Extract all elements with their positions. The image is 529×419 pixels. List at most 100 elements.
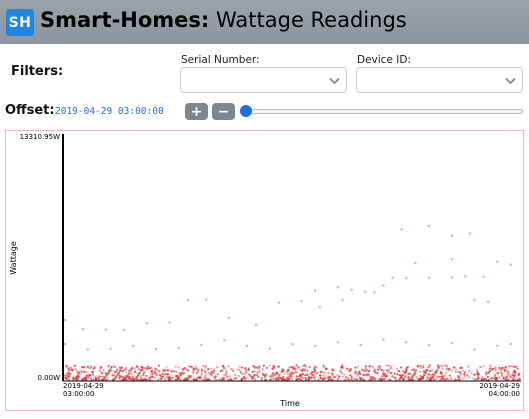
- data-point: [234, 377, 237, 380]
- data-point: [505, 367, 508, 370]
- data-point: [120, 375, 123, 378]
- data-point: [343, 373, 346, 376]
- data-point: [412, 368, 416, 371]
- data-point: [205, 365, 208, 368]
- data-point: [290, 371, 293, 374]
- data-point: [270, 375, 274, 378]
- data-point: [336, 286, 340, 289]
- data-point: [448, 367, 451, 370]
- device-id-select[interactable]: [356, 67, 523, 93]
- data-point: [292, 372, 295, 375]
- data-point: [504, 378, 507, 381]
- data-point: [485, 373, 488, 376]
- data-point: [450, 276, 453, 279]
- data-point: [487, 371, 490, 374]
- data-point: [122, 328, 126, 332]
- data-point: [102, 369, 105, 372]
- offset-minus-button[interactable]: −: [212, 103, 235, 120]
- data-point: [433, 374, 436, 377]
- data-point: [431, 375, 434, 379]
- data-point: [195, 372, 198, 375]
- data-point: [183, 366, 186, 370]
- data-point: [458, 378, 461, 381]
- data-point: [252, 364, 255, 368]
- data-point: [105, 378, 108, 381]
- data-point: [147, 367, 150, 370]
- data-point: [313, 370, 316, 373]
- data-point: [265, 366, 269, 369]
- data-point: [301, 370, 304, 373]
- data-point: [431, 369, 434, 372]
- data-point: [289, 372, 292, 375]
- data-point: [138, 378, 141, 381]
- data-point: [345, 378, 348, 381]
- data-point: [345, 367, 349, 370]
- data-point: [314, 289, 317, 292]
- offset-slider-thumb[interactable]: [240, 105, 252, 117]
- data-point: [265, 373, 268, 376]
- data-point: [304, 367, 307, 370]
- data-point: [491, 377, 494, 380]
- data-point: [248, 373, 251, 376]
- data-point: [463, 373, 466, 376]
- data-point: [419, 364, 422, 368]
- data-point: [402, 378, 405, 381]
- data-point: [387, 378, 390, 381]
- data-point: [371, 376, 374, 379]
- data-point: [357, 372, 360, 375]
- data-point: [277, 376, 280, 379]
- data-point: [322, 364, 325, 367]
- data-point: [317, 378, 320, 381]
- data-point: [256, 374, 259, 377]
- data-point: [271, 368, 274, 371]
- data-point: [461, 366, 464, 369]
- data-point: [361, 368, 364, 371]
- data-point: [229, 378, 232, 381]
- data-point: [500, 373, 503, 376]
- data-point: [468, 376, 471, 379]
- data-point: [264, 378, 267, 381]
- data-point: [331, 368, 334, 371]
- data-point: [242, 372, 246, 376]
- data-point: [477, 372, 480, 375]
- data-point: [87, 366, 90, 370]
- data-point: [67, 373, 70, 376]
- data-point: [485, 378, 488, 381]
- offset-plus-button[interactable]: +: [185, 103, 208, 120]
- data-point: [63, 342, 67, 346]
- data-point: [385, 364, 388, 367]
- data-point: [327, 378, 330, 381]
- data-point: [219, 369, 223, 373]
- data-point: [228, 375, 231, 378]
- data-point: [204, 366, 207, 369]
- x-tick-end-date: 2019-04-29: [479, 382, 520, 390]
- data-point: [109, 369, 112, 372]
- data-point: [204, 378, 207, 381]
- y-tick-min: 0.00W: [37, 374, 60, 382]
- data-point: [323, 377, 327, 380]
- serial-number-select[interactable]: [180, 67, 347, 93]
- data-point: [299, 374, 302, 377]
- data-point: [192, 367, 195, 370]
- data-point: [213, 368, 216, 371]
- data-point: [200, 368, 204, 371]
- data-point: [463, 375, 466, 378]
- data-point: [413, 371, 416, 374]
- data-point: [398, 374, 401, 377]
- data-point: [446, 377, 449, 380]
- data-point: [297, 377, 301, 380]
- data-point: [341, 365, 344, 368]
- data-point: [504, 365, 507, 369]
- data-point: [420, 375, 423, 378]
- data-point: [166, 373, 169, 376]
- data-point: [101, 378, 104, 381]
- data-point: [245, 344, 249, 348]
- data-point: [72, 376, 75, 379]
- data-point: [365, 368, 368, 371]
- data-point: [436, 367, 439, 370]
- data-point: [258, 365, 261, 368]
- data-point: [86, 365, 89, 368]
- data-point: [382, 369, 385, 372]
- offset-slider-track[interactable]: [243, 109, 523, 114]
- offset-label: Offset:: [5, 103, 55, 118]
